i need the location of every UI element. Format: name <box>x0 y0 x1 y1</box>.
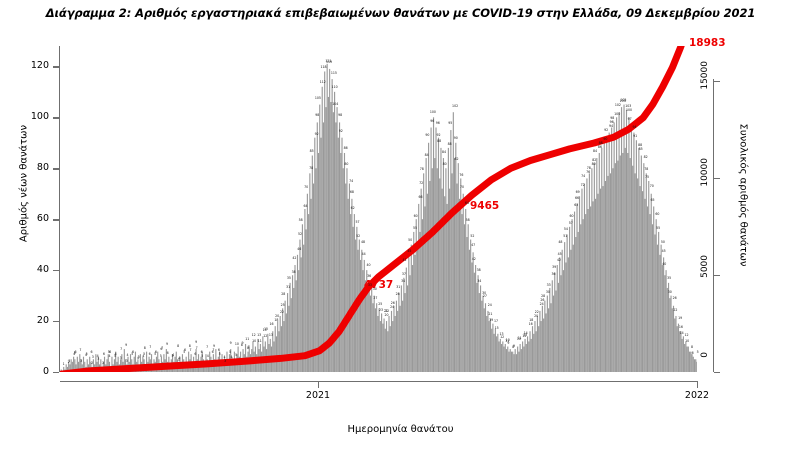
cumulative-annotation: 18983 <box>689 37 726 49</box>
y-left-tick <box>53 321 59 323</box>
y-left-tick <box>53 270 59 272</box>
y-left-tick-label: 0 <box>42 366 49 377</box>
y-left-tick-label: 80 <box>36 162 49 174</box>
y-right-tick <box>714 178 720 180</box>
y-left-axis-title: Αριθμός νέων θανάτων <box>18 124 30 243</box>
y-left-tick-label: 100 <box>30 111 49 123</box>
y-right-tick <box>714 275 720 277</box>
x-axis-line <box>60 381 698 383</box>
y-right-tick-label: 10000 <box>700 158 710 187</box>
y-right-axis-line <box>713 79 715 372</box>
x-tick <box>318 382 320 388</box>
y-left-tick <box>53 117 59 119</box>
y-left-tick <box>53 66 59 68</box>
x-tick <box>697 382 699 388</box>
x-tick-label: 2022 <box>684 390 710 401</box>
y-right-tick <box>714 372 720 374</box>
cumulative-line-layer <box>60 46 685 372</box>
y-left-tick-label: 60 <box>36 213 49 225</box>
y-right-tick <box>714 80 720 83</box>
cumulative-annotation: 9465 <box>470 200 500 212</box>
y-right-tick-label: 15000 <box>700 60 710 90</box>
cumulative-annotation: 4737 <box>364 279 394 291</box>
y-left-tick-label: 120 <box>30 60 49 72</box>
y-left-tick-label: 20 <box>36 315 49 327</box>
chart-title: Διάγραμμα 2: Αριθμός εργαστηριακά επιβεβ… <box>45 6 756 20</box>
y-left-tick <box>53 168 59 170</box>
y-left-tick <box>53 372 59 374</box>
y-right-tick-label: 5000 <box>700 255 710 278</box>
y-left-tick-label: 40 <box>36 264 49 276</box>
y-right-axis-title: Συνολικός αριθμός θανάτων <box>737 123 749 267</box>
plot-area <box>60 46 697 372</box>
x-tick-label: 2021 <box>305 390 331 401</box>
x-axis-title: Ημερομηνία θανάτου <box>347 424 454 435</box>
y-left-axis-line <box>59 46 61 372</box>
y-left-tick <box>53 219 59 221</box>
bars-layer <box>60 63 697 372</box>
y-right-tick-label: 0 <box>700 352 710 358</box>
